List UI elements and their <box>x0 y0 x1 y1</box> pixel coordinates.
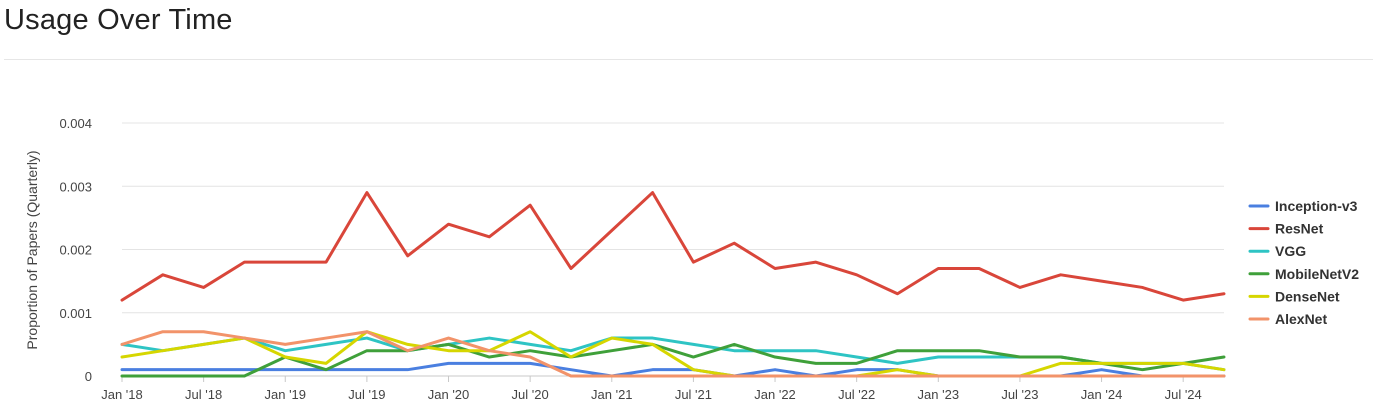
series-lines <box>120 191 1226 378</box>
x-tick-label: Jan '22 <box>754 387 796 402</box>
x-tick-label: Jan '21 <box>591 387 633 402</box>
legend-label: MobileNetV2 <box>1275 266 1359 282</box>
legend-item-densenet[interactable]: DenseNet <box>1248 288 1340 304</box>
legend-label: DenseNet <box>1275 288 1340 304</box>
title-divider <box>4 59 1373 60</box>
y-tick-label: 0.004 <box>59 116 92 131</box>
legend-label: VGG <box>1275 243 1306 259</box>
x-tick-label: Jul '21 <box>675 387 712 402</box>
legend-item-inception-v3[interactable]: Inception-v3 <box>1248 198 1358 214</box>
y-axis-label: Proportion of Papers (Quarterly) <box>24 150 40 349</box>
x-tick-label: Jan '19 <box>265 387 307 402</box>
x-tick-label: Jul '23 <box>1001 387 1038 402</box>
grid-lines <box>122 122 1224 377</box>
x-tick-label: Jan '24 <box>1081 387 1123 402</box>
legend-label: ResNet <box>1275 221 1324 237</box>
x-tick-label: Jan '20 <box>428 387 470 402</box>
x-tick-label: Jul '18 <box>185 387 222 402</box>
series-line-densenet[interactable] <box>120 330 1226 378</box>
axes: 0 0.001 0.002 0.003 0.004 Jan '18 Jul '18 Jan '… <box>59 116 1201 402</box>
legend-item-resnet[interactable]: ResNet <box>1248 221 1324 237</box>
series-line-resnet[interactable] <box>120 191 1226 302</box>
legend-item-alexnet[interactable]: AlexNet <box>1248 311 1327 327</box>
y-tick-label: 0.002 <box>59 243 92 258</box>
series-line-alexnet[interactable] <box>120 330 1226 378</box>
x-tick-label: Jul '20 <box>512 387 549 402</box>
y-tick-label: 0 <box>85 369 92 384</box>
x-tick-label: Jul '22 <box>838 387 875 402</box>
legend-label: Inception-v3 <box>1275 198 1358 214</box>
x-tick-label: Jan '18 <box>101 387 143 402</box>
y-tick-label: 0.003 <box>59 179 92 194</box>
legend-item-mobilenetv2[interactable]: MobileNetV2 <box>1248 266 1359 282</box>
legend-item-vgg[interactable]: VGG <box>1248 243 1306 259</box>
legend[interactable]: Inception-v3 ResNet VGG MobileNetV2 DenseNet… <box>1248 198 1359 327</box>
x-tick-label: Jan '23 <box>918 387 960 402</box>
x-tick-label: Jul '24 <box>1165 387 1202 402</box>
x-tick-label: Jul '19 <box>348 387 385 402</box>
page-title: Usage Over Time <box>4 4 233 36</box>
series-line-mobilenetv2[interactable] <box>120 342 1226 378</box>
y-tick-label: 0.001 <box>59 306 92 321</box>
legend-label: AlexNet <box>1275 311 1327 327</box>
